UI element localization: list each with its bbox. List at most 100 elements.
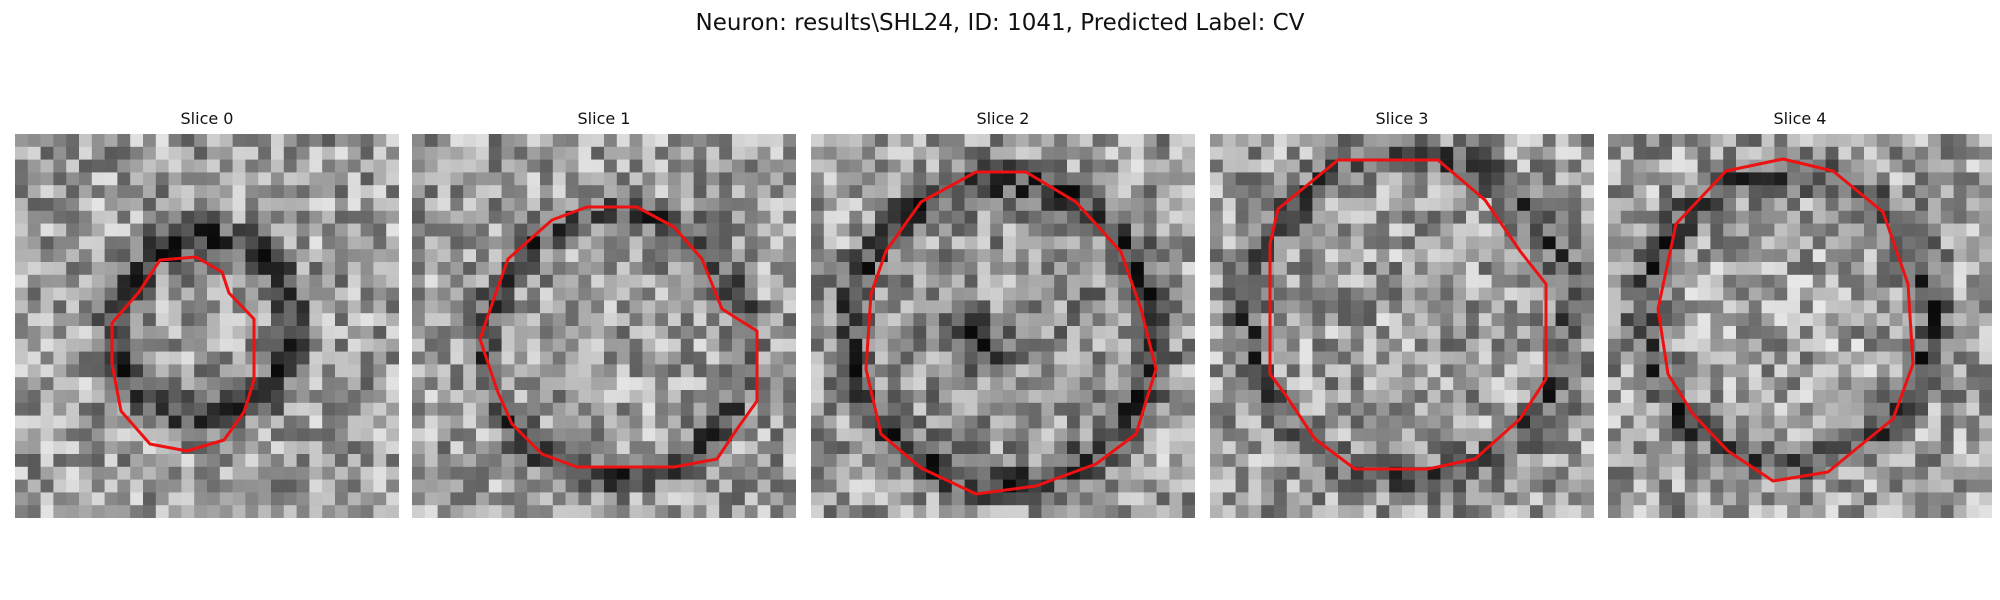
pixel [836,326,850,340]
pixel [309,428,323,442]
pixel [900,274,914,288]
pixel [1787,338,1801,352]
pixel [1761,454,1775,468]
pixel [1633,454,1647,468]
pixel [926,326,940,340]
pixel [1774,402,1788,416]
pixel [1633,441,1647,455]
pixel [1222,402,1236,416]
pixel [309,146,323,160]
pixel [1697,364,1711,378]
pixel [501,313,515,327]
pixel [578,274,592,288]
pixel [1067,441,1081,455]
pixel [1478,172,1492,186]
pixel [1530,134,1544,148]
pixel [271,402,285,416]
pixel [1015,466,1029,480]
pixel [1003,326,1017,340]
pixel [900,159,914,173]
pixel [964,313,978,327]
pixel [1248,134,1262,148]
pixel [1915,262,1929,276]
pixel [1389,159,1403,173]
pixel [926,454,940,468]
pixel [1067,146,1081,160]
pixel [1697,505,1711,518]
pixel [540,492,554,506]
pixel [335,287,349,301]
pixel [1261,313,1275,327]
pixel [1248,210,1262,224]
pixel [1838,313,1852,327]
pixel [27,390,41,404]
pixel [1235,351,1249,365]
pixel [412,210,426,224]
pixel [117,159,131,173]
pixel [1568,466,1582,480]
pixel [1979,390,1992,404]
pixel [1504,185,1518,199]
pixel [990,172,1004,186]
pixel [450,338,464,352]
pixel [655,236,669,250]
pixel [1312,236,1326,250]
pixel [181,300,195,314]
pixel [540,377,554,391]
pixel [104,172,118,186]
pixel [811,223,825,237]
pixel [1774,313,1788,327]
pixel [155,505,169,518]
pixel [1440,326,1454,340]
pixel [1376,441,1390,455]
pixel [1015,415,1029,429]
pixel [1466,351,1480,365]
pixel [283,159,297,173]
pixel [1684,146,1698,160]
pixel [309,262,323,276]
pixel [1966,479,1980,493]
pixel [488,505,502,518]
pixel [1363,313,1377,327]
pixel [875,326,889,340]
pixel [1067,185,1081,199]
pixel [1402,262,1416,276]
pixel [194,390,208,404]
pixel [811,287,825,301]
pixel [939,313,953,327]
pixel [1736,466,1750,480]
pixel [27,454,41,468]
pixel [1979,454,1992,468]
pixel [207,249,221,263]
pixel [642,134,656,148]
pixel [1684,351,1698,365]
pixel [296,441,310,455]
pixel [360,492,374,506]
pixel [79,249,93,263]
pixel [1787,262,1801,276]
pixel [1453,236,1467,250]
pixel [1672,492,1686,506]
pixel [1825,287,1839,301]
pixel [1864,134,1878,148]
pixel [1478,300,1492,314]
pixel [143,198,157,212]
pixel [951,236,965,250]
pixel [1402,351,1416,365]
pixel [168,300,182,314]
pixel [655,428,669,442]
pixel [1041,146,1055,160]
pixel [655,223,669,237]
pixel [1633,274,1647,288]
pixel [1054,313,1068,327]
pixel [1851,351,1865,365]
pixel [591,159,605,173]
pixel [1697,441,1711,455]
pixel [104,466,118,480]
pixel [40,377,54,391]
pixel [463,428,477,442]
pixel [360,185,374,199]
pixel [1736,441,1750,455]
pixel [887,134,901,148]
pixel [1376,492,1390,506]
